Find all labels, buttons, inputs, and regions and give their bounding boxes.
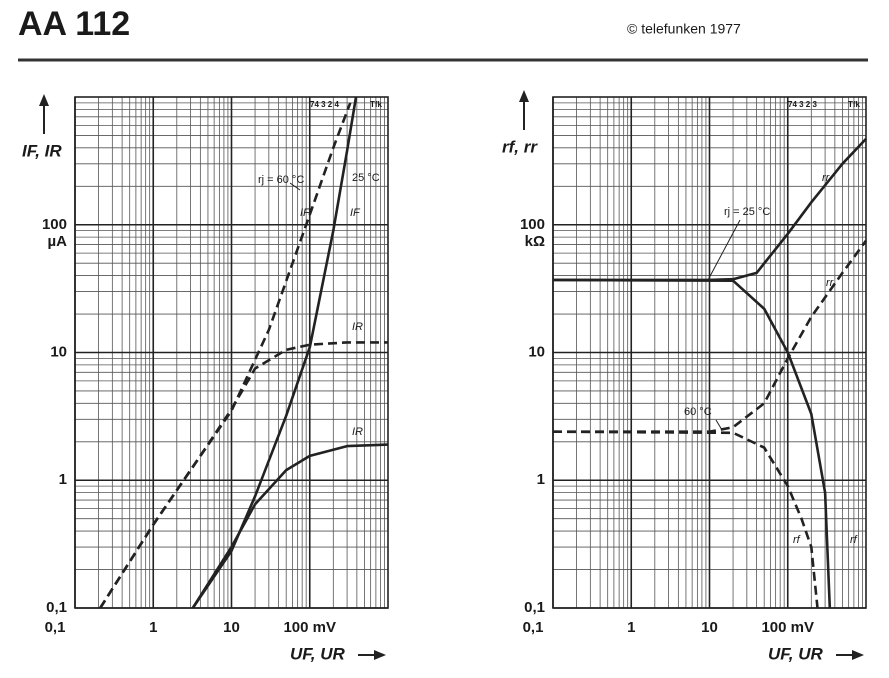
y-tick-label: 10 (528, 343, 545, 360)
annotation: 74 3 2 4 (310, 100, 339, 109)
plot (552, 96, 867, 609)
title: AA 112 (18, 5, 130, 43)
x-axis-arrowhead (852, 650, 864, 660)
x-tick-label: 0,1 (45, 619, 66, 636)
y-tick-label: 100 kΩ (520, 216, 545, 250)
y-tick-label: 1 (59, 471, 67, 488)
y-tick-label: 1 (537, 471, 545, 488)
leader-line (707, 219, 741, 281)
x-tick-label: 100 mV (283, 619, 336, 636)
annotation: Tfk (370, 100, 383, 109)
x-axis-label: UF, UR (290, 644, 346, 663)
y-axis-label: IF, IR (22, 141, 62, 160)
annotation: Tfk (848, 100, 861, 109)
x-tick-label: 10 (701, 619, 718, 636)
curve (553, 239, 868, 433)
curve (552, 278, 832, 609)
y-axis-arrowhead (519, 90, 529, 102)
leader-line (289, 182, 301, 191)
y-tick-label: 100 µA (42, 216, 67, 250)
x-tick-label: 1 (627, 619, 635, 636)
plot (74, 96, 389, 609)
curve-label: IR (352, 321, 363, 333)
x-tick-label: 10 (223, 619, 240, 636)
x-tick-label: 100 mV (761, 619, 814, 636)
curve (191, 443, 389, 609)
x-tick-label: 0,1 (523, 619, 544, 636)
annotation: 25 °C (352, 172, 380, 184)
y-axis-label: rf, rr (502, 137, 538, 156)
curve-label: rr (822, 172, 831, 184)
y-tick-label: 0,1 (46, 599, 67, 616)
annotation: rj = 60 °C (258, 174, 304, 186)
curve (99, 102, 352, 609)
x-axis-arrowhead (374, 650, 386, 660)
curve-label: IR (352, 426, 363, 438)
curve-label: rf (850, 534, 858, 546)
y-axis-arrowhead (39, 94, 49, 106)
copyright: © telefunken 1977 (627, 21, 741, 37)
curve (99, 341, 388, 609)
x-axis-label: UF, UR (768, 644, 824, 663)
annotation: 74 3 2 3 (788, 100, 817, 109)
curve-label: IF (350, 207, 361, 219)
curve-label: IF (300, 207, 311, 219)
leader-line (715, 419, 723, 431)
annotation: rj = 25 °C (724, 206, 770, 218)
y-tick-label: 0,1 (524, 599, 545, 616)
curve-label: rr (826, 277, 835, 289)
annotation: 60 °C (684, 406, 712, 418)
x-tick-label: 1 (149, 619, 157, 636)
curve (552, 430, 819, 609)
y-tick-label: 10 (50, 343, 67, 360)
curve-label: rf (793, 534, 801, 546)
